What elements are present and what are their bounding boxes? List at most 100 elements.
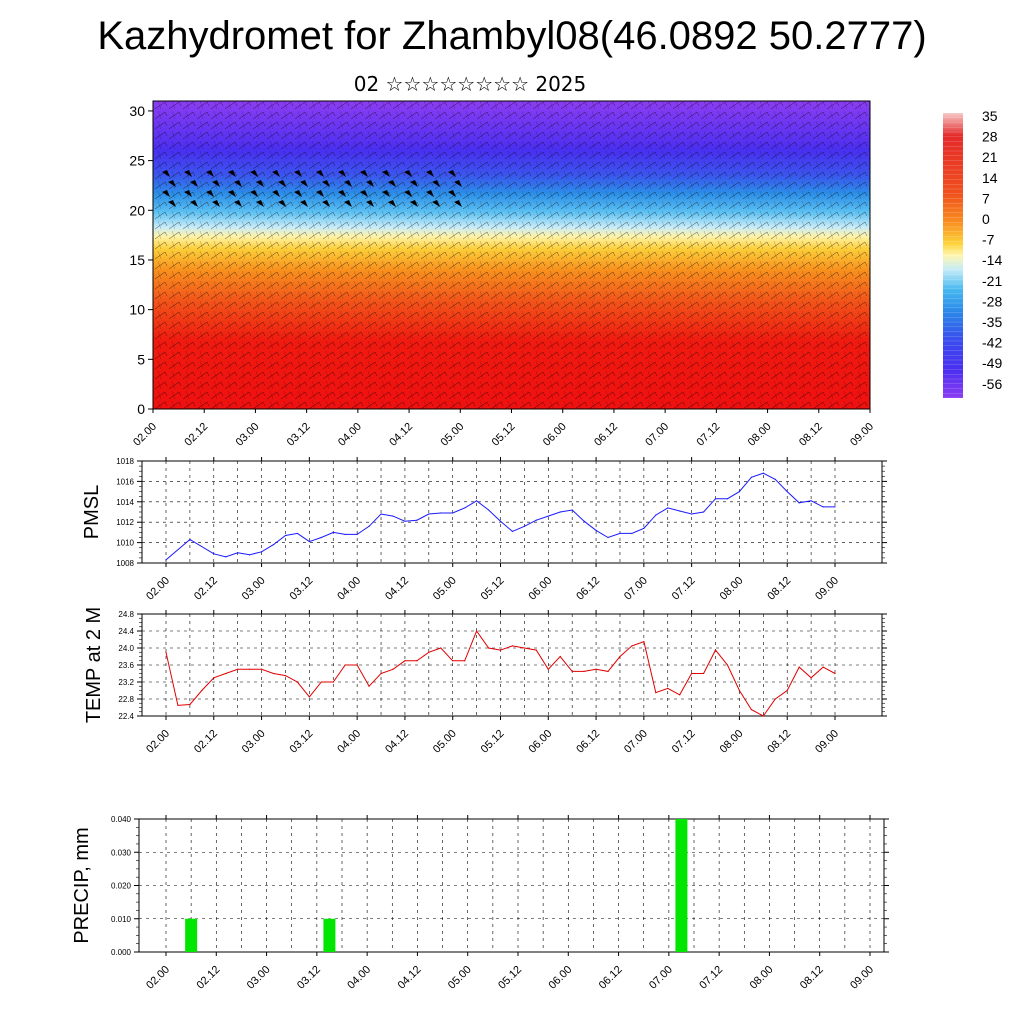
x-tick-label: 05.12 — [479, 575, 507, 603]
x-tick-label: 06.00 — [546, 964, 574, 992]
data-point — [583, 670, 585, 672]
wind-arrow — [426, 190, 434, 197]
data-point — [547, 668, 549, 670]
data-point — [499, 520, 502, 522]
wind-arrow — [322, 180, 330, 187]
data-point — [798, 666, 800, 668]
wind-arrow — [410, 200, 418, 207]
data-point — [368, 525, 370, 527]
y-tick-label: 15 — [129, 252, 145, 268]
colorbar-label: -14 — [982, 252, 1002, 268]
data-point — [452, 512, 454, 514]
data-point — [834, 506, 836, 508]
x-tick-label: 06.12 — [574, 575, 602, 603]
data-point — [810, 500, 812, 502]
wind-arrow — [388, 180, 396, 187]
y-tick-label: 1010 — [116, 539, 134, 548]
data-point — [272, 672, 275, 675]
wind-arrow — [382, 190, 390, 197]
y-tick-label: 1018 — [116, 457, 134, 466]
wind-arrow — [360, 190, 368, 197]
data-point — [464, 507, 466, 509]
x-tick-label: 03.12 — [295, 964, 323, 992]
data-point — [643, 527, 645, 529]
y-tick-label: 0.040 — [111, 815, 132, 824]
precip-bar — [185, 918, 198, 952]
wind-arrow — [228, 170, 236, 177]
x-tick-label: 08.12 — [765, 728, 793, 756]
wind-arrow — [382, 170, 390, 177]
wind-arrow — [300, 180, 308, 187]
x-tick-label: 08.00 — [748, 964, 776, 992]
wind-arrow — [250, 190, 258, 197]
data-point — [679, 694, 681, 696]
y-tick-label: 10 — [129, 302, 145, 318]
colorbar-label: -28 — [982, 293, 1002, 309]
x-tick-label: 07.00 — [622, 728, 650, 756]
y-axis-title: PMSL — [81, 485, 103, 539]
pmsl-panel: 1008 1010 1012 1014 1016 1018 02.00 02.12 03.00 0… — [81, 457, 887, 603]
data-point — [738, 491, 741, 493]
data-point — [225, 672, 227, 675]
wind-arrow — [388, 200, 396, 207]
x-tick-label: 02.12 — [192, 575, 220, 603]
x-tick-label: 04.00 — [335, 728, 363, 756]
colorbar-label: -35 — [982, 314, 1002, 330]
data-point — [428, 651, 430, 653]
wind-arrow — [190, 200, 198, 207]
colorbar-label: 14 — [982, 170, 998, 186]
wind-arrow — [272, 170, 280, 177]
data-point — [332, 531, 334, 534]
data-point — [583, 520, 585, 522]
data-point — [260, 668, 263, 670]
wind-arrow — [256, 180, 264, 187]
wind-arrow — [184, 170, 192, 177]
y-tick-label: 22.4 — [118, 712, 134, 721]
data-point — [213, 677, 215, 679]
colorbar-label: -49 — [982, 355, 1002, 371]
x-tick-label: 08.00 — [746, 421, 774, 449]
data-point — [702, 672, 705, 675]
x-tick-label: 06.00 — [526, 728, 554, 756]
y-tick-label: 23.2 — [118, 678, 134, 687]
data-point — [260, 551, 263, 553]
y-tick-label: 1016 — [116, 477, 134, 486]
data-point — [714, 498, 717, 500]
x-tick-label: 09.00 — [813, 575, 841, 603]
data-point — [535, 519, 537, 521]
data-point — [344, 533, 346, 536]
y-tick-label: 25 — [129, 153, 145, 169]
data-point — [774, 698, 776, 700]
x-tick-label: 02.12 — [182, 421, 210, 449]
x-tick-label: 08.00 — [718, 728, 746, 756]
chart-subtitle: 02 ☆☆☆☆☆☆☆☆ 2025 — [353, 72, 587, 96]
data-point — [237, 552, 239, 554]
x-tick-label: 04.12 — [383, 728, 411, 756]
data-point — [762, 715, 764, 717]
chart-title: Kazhydromet for Zhambyl08(46.0892 50.277… — [97, 14, 927, 58]
x-tick-label: 04.12 — [396, 964, 424, 992]
data-point — [440, 512, 442, 514]
x-tick-label: 05.12 — [496, 964, 524, 992]
data-point — [691, 513, 693, 515]
y-tick-label: 1014 — [116, 498, 134, 507]
colorbar: 35 28 21 14 7 0 -7 -14 -21 -28 -35 -42 -49 -56 — [943, 108, 1002, 399]
x-tick-label: 04.12 — [383, 575, 411, 603]
data-point — [822, 666, 824, 668]
x-tick-label: 05.12 — [490, 421, 518, 449]
x-tick-label: 07.12 — [670, 575, 698, 603]
x-tick-label: 06.12 — [597, 964, 625, 992]
x-tick-label: 04.00 — [335, 575, 363, 603]
data-point — [308, 540, 310, 543]
data-point — [559, 511, 561, 513]
y-tick-label: 20 — [129, 202, 145, 218]
data-point — [213, 553, 215, 555]
data-point — [487, 509, 490, 511]
precip-bar — [323, 918, 336, 952]
wind-arrow — [338, 170, 346, 177]
data-point — [416, 519, 418, 521]
x-tick-label: 03.00 — [240, 575, 268, 603]
data-point — [559, 655, 561, 658]
data-point — [679, 510, 681, 512]
data-point — [332, 681, 334, 683]
